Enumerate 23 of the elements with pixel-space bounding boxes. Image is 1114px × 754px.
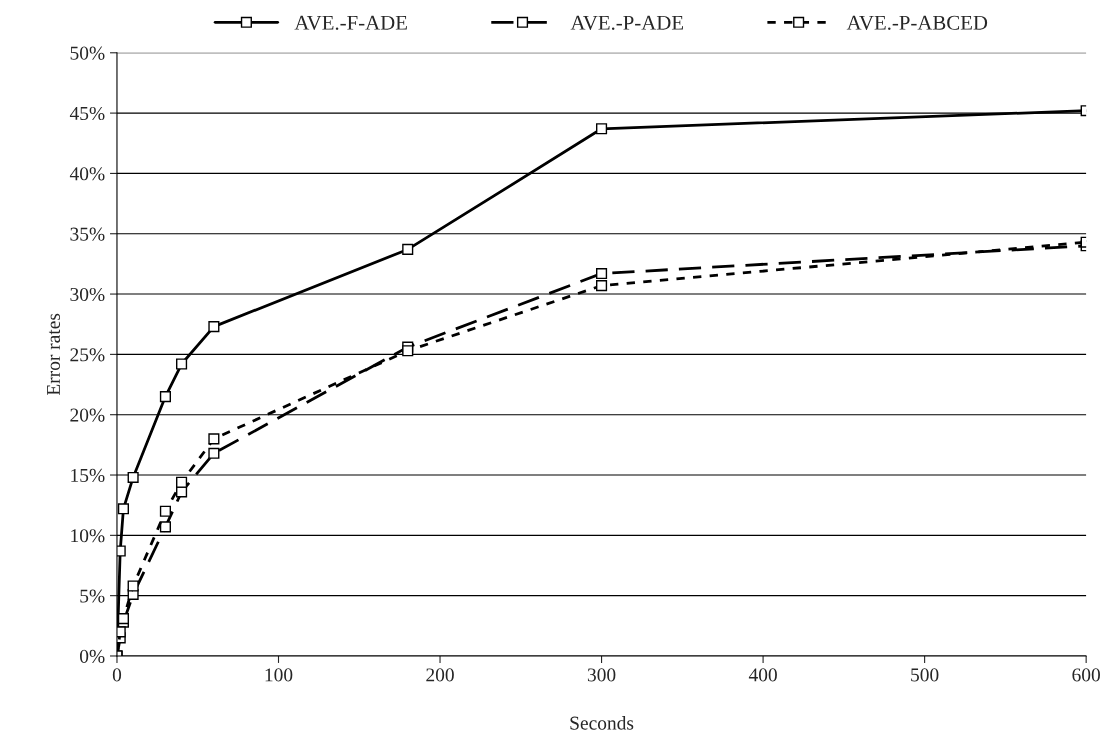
y-tick-label: 30% [70,287,105,302]
legend-label: AVE.-F-ADE [294,15,407,30]
y-tick-label: 10% [71,529,105,543]
x-tick-label: 600 [1072,668,1100,682]
y-tick-label: 40% [69,167,105,181]
legend-label: AVE.-P-ADE [570,15,684,30]
y-tick-label: 15% [71,468,105,483]
legend-label: AVE.-P-ABCED [846,15,988,30]
x-tick-label: 100 [265,668,293,682]
x-tick-label: 400 [748,668,777,682]
y-tick-label: 45% [69,106,105,121]
x-tick-label: 200 [426,668,454,682]
y-tick-label: 20% [70,408,105,422]
y-tick-label: 0% [79,649,105,663]
x-axis-title: Seconds [570,715,634,730]
y-tick-label: 5% [80,589,105,603]
y-tick-label: 35% [70,227,105,241]
x-tick-label: 500 [911,668,939,682]
x-tick-label: 300 [587,668,616,682]
y-axis-title: Error rates [47,313,61,396]
y-tick-label: 50% [70,46,105,60]
y-tick-label: 25% [70,348,105,362]
x-tick-label: 0 [112,668,122,682]
